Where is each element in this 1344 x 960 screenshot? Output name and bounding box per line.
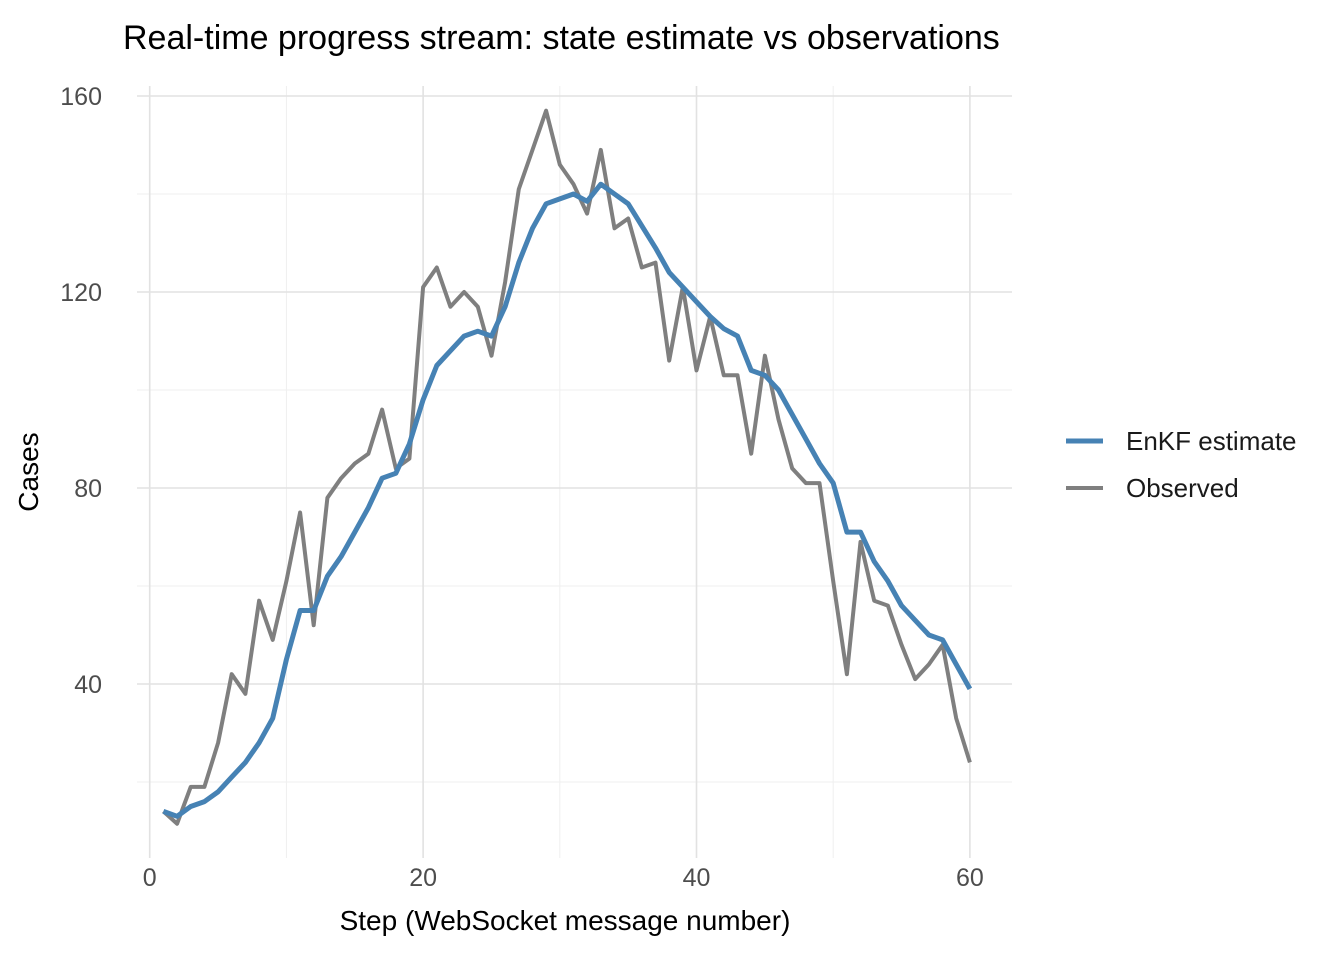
x-tick-labels: 0 20 40 60 [143, 864, 984, 892]
y-tick-label: 80 [74, 475, 102, 503]
legend-label: EnKF estimate [1126, 426, 1297, 456]
legend-item: EnKF estimate [1066, 426, 1297, 456]
legend: EnKF estimate Observed [1066, 426, 1297, 503]
x-tick-label: 0 [143, 864, 157, 892]
x-axis-title: Step (WebSocket message number) [340, 905, 791, 936]
x-tick-label: 60 [956, 864, 984, 892]
chart-title: Real-time progress stream: state estimat… [123, 19, 1000, 57]
legend-item: Observed [1066, 473, 1239, 503]
x-tick-label: 20 [409, 864, 437, 892]
series-line-enkf-estimate [162, 181, 973, 819]
y-tick-labels: 40 80 120 160 [60, 83, 102, 699]
x-tick-label: 40 [683, 864, 711, 892]
y-axis-title: Cases [13, 432, 44, 511]
y-tick-label: 120 [60, 279, 102, 307]
y-tick-label: 160 [60, 83, 102, 111]
y-tick-label: 40 [74, 671, 102, 699]
series-lines [162, 108, 973, 826]
legend-label: Observed [1126, 473, 1239, 503]
gridlines-minor [137, 86, 1012, 858]
series-line-observed [162, 108, 972, 826]
